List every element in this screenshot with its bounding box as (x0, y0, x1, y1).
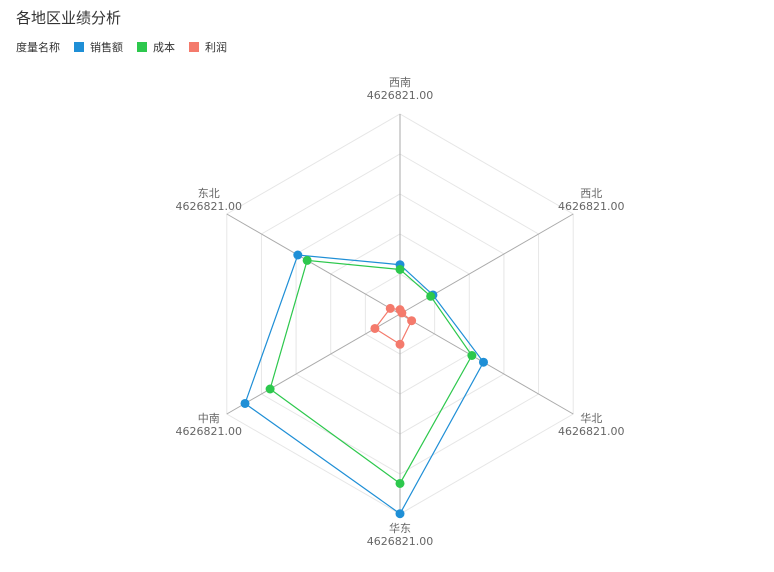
series-1-point-3 (395, 478, 405, 488)
series-1-point-2 (467, 350, 477, 360)
series-2-point-4 (370, 323, 380, 333)
series-2-point-5 (385, 303, 395, 313)
legend-text-sales: 销售额 (90, 41, 123, 54)
series-2-point-1 (397, 308, 407, 318)
series-1-point-1 (426, 291, 436, 301)
axis-label-name-0: 西南 (389, 76, 411, 89)
axis-label-name-4: 中南 (198, 412, 220, 425)
legend-swatch-sales (74, 42, 84, 52)
legend-text-cost: 成本 (153, 41, 175, 54)
series-1-point-4 (265, 384, 275, 394)
axis-label-max-1: 4626821.00 (558, 200, 624, 213)
axis-label-max-4: 4626821.00 (176, 425, 242, 438)
axis-label-max-2: 4626821.00 (558, 425, 624, 438)
series-1-point-5 (302, 255, 312, 265)
axis-line-1 (399, 213, 574, 315)
series-1-point-0 (395, 264, 405, 274)
axis-label-name-2: 华北 (580, 411, 602, 425)
axis-label-max-3: 4626821.00 (367, 535, 433, 548)
axis-label-max-5: 4626821.00 (176, 200, 242, 213)
series-0-point-5 (293, 250, 303, 260)
legend-item-cost[interactable]: 成本 (137, 39, 175, 55)
axis-label-name-3: 华东 (389, 521, 411, 535)
legend: 度量名称 销售额 成本 利润 (16, 39, 241, 55)
legend-text-profit: 利润 (205, 41, 227, 54)
legend-swatch-profit (189, 42, 199, 52)
legend-item-profit[interactable]: 利润 (189, 39, 227, 55)
legend-swatch-cost (137, 42, 147, 52)
legend-label: 度量名称 (16, 41, 60, 54)
axis-label-max-0: 4626821.00 (367, 89, 433, 102)
chart-title: 各地区业绩分析 (16, 9, 122, 27)
axis-label-name-1: 西北 (580, 187, 602, 200)
axis-label-name-5: 东北 (198, 187, 220, 200)
series-0-point-2 (478, 357, 488, 367)
legend-item-sales[interactable]: 销售额 (74, 39, 123, 55)
axis-line-5 (226, 213, 401, 315)
series-2-point-2 (407, 316, 417, 326)
series-2-point-3 (395, 339, 405, 349)
series-0-point-3 (395, 509, 405, 519)
series-0-point-4 (240, 398, 250, 408)
